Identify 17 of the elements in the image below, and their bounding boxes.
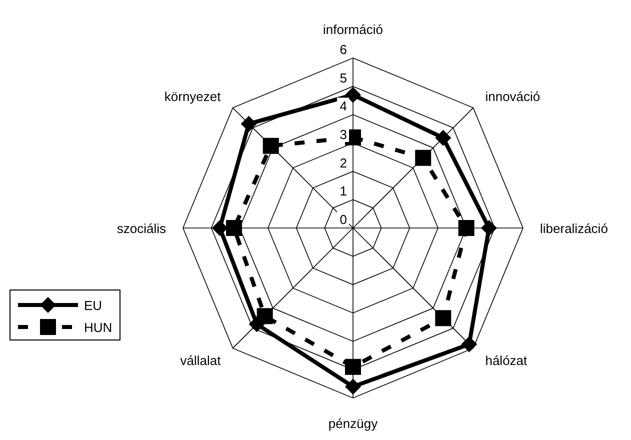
spoke-label: liberalizáció (540, 221, 608, 236)
y-tick-label: 4 (340, 98, 347, 114)
y-tick-label: 6 (340, 42, 347, 57)
legend-label: EU (84, 298, 102, 313)
spoke-label: környezet (164, 88, 222, 104)
spoke-label: szociális (116, 221, 166, 236)
spoke-label: innováció (485, 88, 540, 104)
y-tick-label: 2 (340, 155, 347, 170)
y-tick-label: 0 (340, 212, 347, 227)
y-tick-label: 1 (340, 184, 347, 199)
y-tick-label: 5 (340, 70, 347, 86)
legend-label: HUN (84, 320, 112, 335)
spoke-label: hálózat (485, 353, 528, 368)
spoke-label: információ (323, 22, 383, 37)
spoke-label: pénzügy (328, 416, 378, 431)
y-tick-label: 3 (340, 127, 347, 142)
spoke-label: vállalat (180, 353, 222, 368)
